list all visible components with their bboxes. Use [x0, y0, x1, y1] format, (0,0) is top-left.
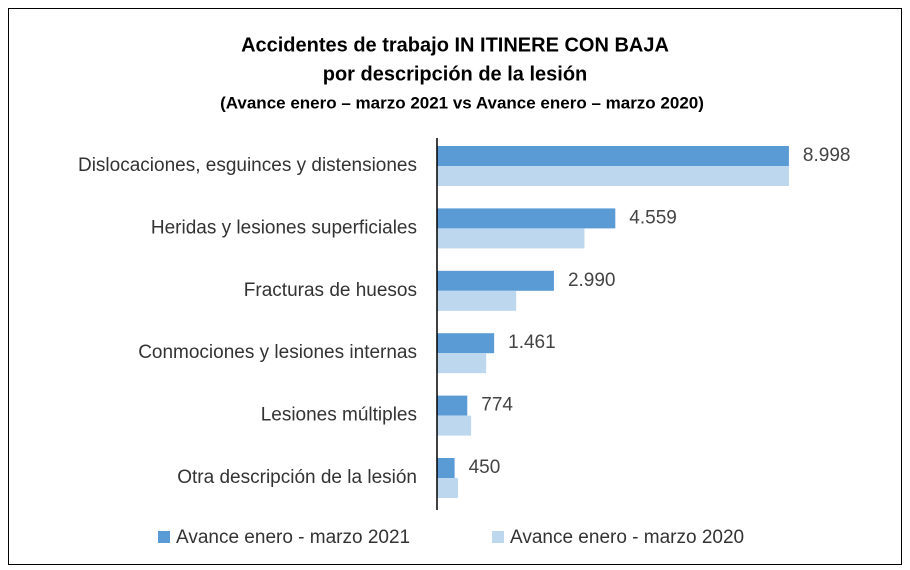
value-label: 2.990 — [568, 270, 616, 291]
bar — [437, 228, 585, 249]
bar — [437, 290, 517, 311]
bar — [437, 146, 789, 166]
value-label: 8.998 — [803, 145, 851, 166]
legend-swatch — [158, 531, 170, 543]
bar — [437, 333, 495, 354]
bar — [437, 166, 789, 186]
chart-title: Accidentes de trabajo IN ITINERE CON BAJ… — [241, 34, 669, 56]
bar — [437, 458, 455, 478]
value-label: 4.559 — [629, 207, 677, 228]
category-label: Fracturas de huesos — [244, 280, 417, 301]
chart-subtitle: (Avance enero – marzo 2021 vs Avance ene… — [220, 93, 704, 112]
bar — [437, 353, 487, 374]
category-label: Otra descripción de la lesión — [177, 467, 417, 488]
legend-label: Avance enero - marzo 2020 — [510, 527, 744, 548]
category-label: Dislocaciones, esguinces y distensiones — [78, 155, 417, 176]
bar — [437, 270, 554, 291]
bar — [437, 208, 616, 229]
category-label: Lesiones múltiples — [261, 405, 417, 426]
chart-subtitle: por descripción de la lesión — [323, 63, 588, 85]
bar — [437, 415, 472, 436]
value-label: 1.461 — [508, 332, 556, 353]
legend-label: Avance enero - marzo 2021 — [176, 527, 410, 548]
value-label: 774 — [481, 395, 513, 416]
category-label: Conmociones y lesiones internas — [138, 342, 417, 363]
category-label: Heridas y lesiones superficiales — [151, 217, 417, 238]
value-label: 450 — [469, 457, 501, 478]
legend-swatch — [492, 531, 504, 543]
bar — [437, 395, 468, 416]
bar — [437, 478, 459, 498]
